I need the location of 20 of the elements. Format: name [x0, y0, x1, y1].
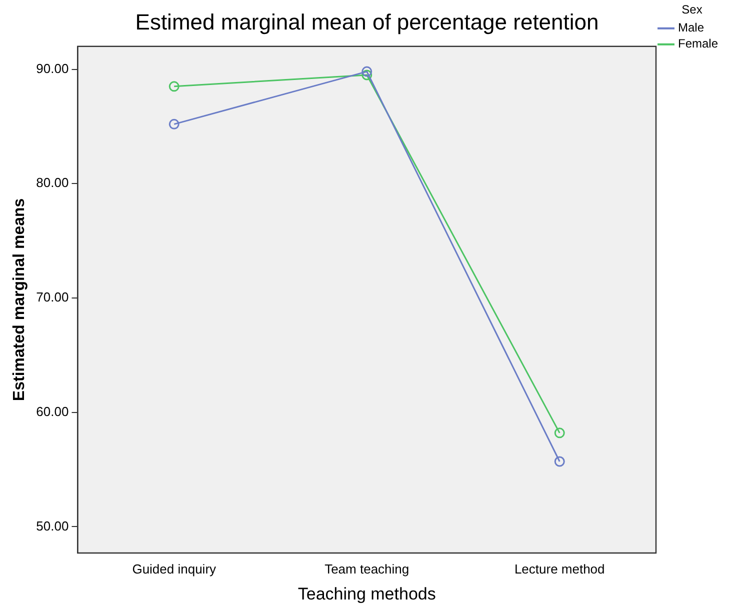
- chart-title: Estimed marginal mean of percentage retention: [135, 9, 599, 34]
- point: [554, 428, 565, 438]
- y-tick-label: 80.00: [36, 175, 69, 190]
- point: [362, 66, 372, 77]
- point: [554, 456, 565, 467]
- y-tick-label: 90.00: [36, 60, 69, 76]
- x-axis-title: Teaching methods: [298, 584, 436, 604]
- point: [362, 70, 372, 80]
- legend-title: Sex: [682, 2, 702, 16]
- y-axis-title: Estimated marginal means: [11, 198, 28, 402]
- x-tick-label: Guided inquiry: [132, 561, 217, 576]
- legend-label: Male: [678, 20, 704, 35]
- point: [168, 118, 180, 130]
- x-tick-label: Lecture method: [514, 561, 605, 576]
- point: [168, 81, 180, 92]
- legend-label: Female: [678, 36, 718, 51]
- y-tick-label: 70.00: [36, 290, 69, 305]
- y-tick-label: 60.00: [36, 404, 69, 419]
- y-tick-label: 50.00: [36, 518, 69, 534]
- x-tick-label: Team teaching: [324, 561, 410, 576]
